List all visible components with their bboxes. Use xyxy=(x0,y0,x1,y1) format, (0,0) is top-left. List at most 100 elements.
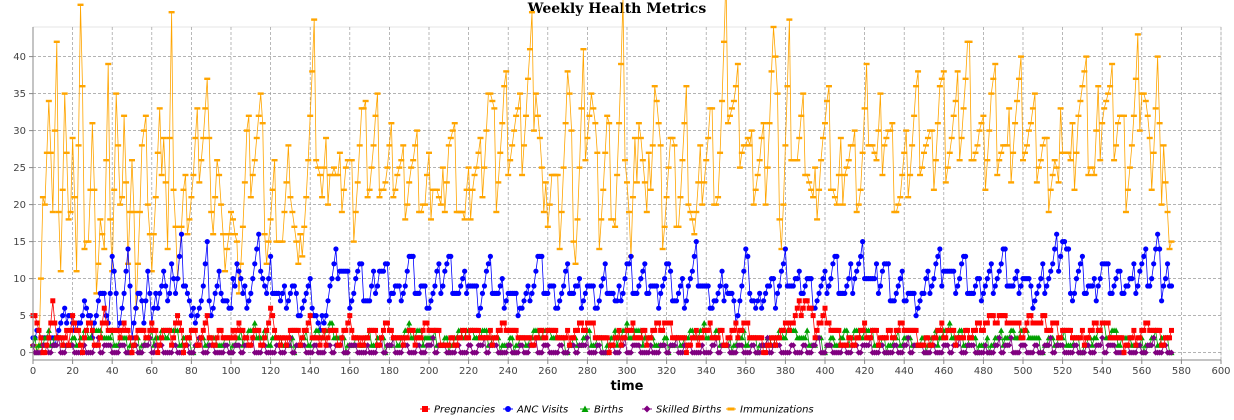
data-point xyxy=(834,253,840,259)
data-point xyxy=(594,151,601,154)
data-point xyxy=(467,342,474,349)
data-point xyxy=(57,270,64,273)
data-point xyxy=(782,144,789,147)
data-point xyxy=(87,320,93,326)
data-point xyxy=(119,196,126,199)
data-point xyxy=(1153,246,1159,252)
data-point xyxy=(1121,350,1127,356)
data-point xyxy=(794,159,801,162)
data-point xyxy=(800,92,807,95)
data-point xyxy=(190,305,196,311)
data-point xyxy=(424,173,431,177)
data-point xyxy=(517,92,524,95)
data-point xyxy=(148,270,155,273)
data-point xyxy=(52,320,58,326)
data-point xyxy=(863,62,870,66)
data-point xyxy=(345,268,351,274)
data-point xyxy=(373,327,379,333)
data-point xyxy=(598,218,605,221)
data-point xyxy=(717,151,724,154)
data-point xyxy=(773,342,778,348)
data-point xyxy=(354,181,361,184)
data-point xyxy=(733,320,739,326)
data-point xyxy=(162,181,169,184)
data-point xyxy=(576,166,583,169)
data-point xyxy=(1014,268,1020,274)
data-point xyxy=(113,290,119,296)
data-point xyxy=(175,313,181,319)
data-point xyxy=(402,283,408,289)
data-point xyxy=(980,114,987,117)
data-point xyxy=(626,261,632,267)
data-point xyxy=(184,233,191,236)
data-point xyxy=(1150,334,1157,341)
data-point xyxy=(938,349,945,356)
data-point xyxy=(131,320,137,326)
data-point xyxy=(330,349,337,356)
data-point xyxy=(127,335,133,341)
data-point xyxy=(462,268,468,274)
data-point xyxy=(153,327,159,333)
data-point xyxy=(1095,85,1102,88)
data-point xyxy=(153,290,159,296)
data-point xyxy=(1115,122,1122,125)
data-point xyxy=(299,255,306,258)
data-point xyxy=(921,151,927,154)
data-point xyxy=(804,173,811,177)
data-point xyxy=(974,144,981,147)
data-point xyxy=(1148,188,1155,191)
data-point xyxy=(1141,327,1147,333)
data-point xyxy=(969,335,975,341)
data-point xyxy=(564,70,571,73)
legend-label: ANC Visits xyxy=(516,405,568,416)
data-point xyxy=(237,262,244,265)
data-point xyxy=(596,342,603,349)
data-point xyxy=(428,298,434,304)
data-point xyxy=(212,290,218,296)
data-point xyxy=(519,342,526,349)
data-point xyxy=(101,290,107,296)
data-point xyxy=(1147,283,1153,289)
data-point xyxy=(545,290,551,296)
data-point xyxy=(794,276,800,282)
data-point xyxy=(842,290,848,296)
data-point xyxy=(71,196,78,199)
data-point xyxy=(159,335,165,341)
data-point xyxy=(345,320,351,326)
data-point xyxy=(887,129,894,132)
data-point xyxy=(441,210,448,214)
data-point xyxy=(1069,349,1076,356)
data-point xyxy=(786,18,793,21)
data-point xyxy=(307,342,314,348)
data-point xyxy=(861,107,868,110)
data-point xyxy=(412,342,418,348)
data-point xyxy=(377,342,382,348)
data-point xyxy=(473,349,480,356)
data-point xyxy=(643,210,650,214)
data-point xyxy=(123,181,130,184)
data-point xyxy=(384,261,391,267)
data-point xyxy=(287,290,293,296)
data-point xyxy=(1137,268,1143,274)
data-point xyxy=(919,166,926,169)
data-point xyxy=(262,335,268,341)
data-point xyxy=(726,114,733,117)
data-point xyxy=(214,335,220,341)
data-point xyxy=(125,262,132,265)
data-point xyxy=(972,151,979,154)
data-point xyxy=(182,173,189,177)
data-point xyxy=(1038,320,1044,326)
data-point xyxy=(625,210,632,214)
data-point xyxy=(715,335,721,341)
x-tick-label: 60 xyxy=(145,366,158,377)
data-point xyxy=(171,335,177,341)
data-point xyxy=(210,233,217,236)
data-point xyxy=(167,290,173,296)
data-point xyxy=(646,290,652,296)
data-point xyxy=(784,320,790,326)
data-point xyxy=(1021,342,1028,349)
data-point xyxy=(994,276,1000,282)
data-point xyxy=(67,210,74,214)
data-point xyxy=(1091,276,1097,282)
data-point xyxy=(808,276,814,282)
